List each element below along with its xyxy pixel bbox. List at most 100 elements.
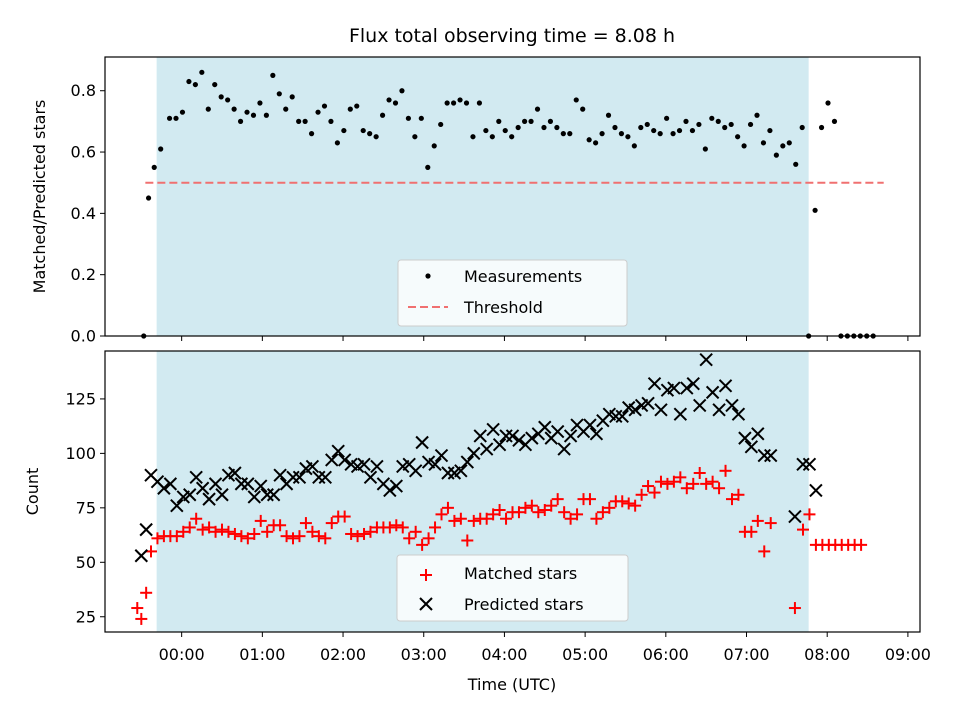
- predicted-star-point-90: [712, 403, 726, 417]
- predicted-star-point-48: [441, 466, 455, 480]
- measurement-point-30: [334, 140, 340, 146]
- predicted-star-point-102: [809, 483, 823, 498]
- predicted-star-point-51: [460, 455, 475, 469]
- matched-star-point-91: [713, 482, 726, 495]
- predicted-star-point-81: [654, 403, 668, 417]
- measurement-point-94: [747, 121, 754, 128]
- measurement-point-13: [225, 97, 231, 103]
- predicted-star-point-35: [357, 457, 371, 471]
- measurement-point-21: [276, 91, 282, 97]
- measurement-point-45: [431, 143, 437, 149]
- predicted-star-point-67: [563, 429, 578, 443]
- predicted-star-point-59: [512, 433, 526, 448]
- x-axis-label: Time (UTC): [467, 675, 556, 694]
- measurement-point-33: [354, 103, 360, 109]
- predicted-star-point-13: [215, 488, 229, 502]
- measurement-point-92: [735, 134, 741, 140]
- matched-star-point-110: [855, 538, 868, 551]
- measurement-point-77: [638, 124, 644, 131]
- matched-star-point-62: [525, 499, 538, 512]
- measurement-point-78: [644, 121, 650, 128]
- matched-star-point-48: [435, 508, 448, 521]
- predicted-star-point-36: [363, 470, 378, 485]
- measurement-point-73: [612, 124, 618, 131]
- top-y-tick-label-4: 0.8: [71, 81, 96, 100]
- top-panel: 0.00.20.40.60.8 Matched/Predicted stars …: [30, 56, 921, 346]
- predicted-star-point-1: [139, 522, 153, 537]
- measurement-point-65: [560, 131, 566, 137]
- measurement-point-34: [360, 127, 366, 134]
- matched-star-point-61: [519, 501, 532, 514]
- measurement-point-102: [799, 124, 805, 131]
- matched-star-point-2: [140, 586, 153, 599]
- matched-star-point-35: [351, 530, 364, 543]
- matched-star-point-87: [687, 477, 700, 490]
- predicted-star-point-5: [163, 477, 178, 491]
- measurement-point-7: [186, 78, 192, 85]
- matched-star-point-101: [796, 523, 809, 536]
- matched-star-point-96: [745, 525, 758, 538]
- measurement-point-105: [818, 124, 825, 131]
- matched-star-point-76: [616, 495, 629, 508]
- matched-star-point-64: [538, 504, 551, 517]
- measurement-point-85: [689, 127, 696, 134]
- bottom-panel: 25 50 75 100 125 00:00 01:00 02:00 03:00 04:00 05…: [23, 350, 931, 694]
- matched-star-point-21: [261, 525, 274, 538]
- measurement-point-31: [341, 127, 347, 134]
- measurement-point-12: [218, 94, 224, 100]
- measurement-point-98: [773, 152, 779, 158]
- predicted-star-point-12: [208, 477, 223, 491]
- measurement-point-3: [158, 146, 164, 152]
- matched-star-point-89: [700, 477, 713, 490]
- matched-star-point-100: [788, 602, 801, 615]
- matched-star-point-56: [487, 508, 500, 521]
- measurement-point-15: [237, 118, 244, 124]
- matched-star-point-69: [571, 508, 584, 521]
- predicted-star-point-97: [757, 448, 771, 463]
- measurement-point-4: [166, 115, 173, 121]
- x-tick-label-0: 00:00: [159, 645, 205, 664]
- matched-star-point-66: [551, 493, 564, 506]
- measurement-point-29: [328, 118, 334, 124]
- measurement-point-63: [547, 118, 554, 124]
- x-tick-label-9: 09:00: [885, 645, 931, 664]
- legend-measurements-marker: [425, 273, 431, 279]
- measurement-point-54: [489, 134, 495, 140]
- matched-star-point-67: [558, 506, 571, 519]
- predicted-star-point-99: [788, 509, 802, 524]
- measurement-point-76: [631, 143, 637, 149]
- matched-star-point-17: [235, 530, 248, 543]
- predicted-star-point-71: [589, 427, 604, 441]
- measurement-point-32: [347, 106, 353, 112]
- measurement-point-101: [793, 161, 799, 167]
- predicted-star-point-0: [134, 549, 149, 563]
- chart-title: Flux total observing time = 8.08 h: [349, 25, 675, 47]
- measurement-point-99: [780, 143, 786, 149]
- matched-star-point-98: [758, 545, 771, 558]
- measurement-point-38: [386, 97, 392, 103]
- matched-star-point-41: [390, 519, 403, 532]
- measurement-point-24: [296, 118, 302, 124]
- measurement-point-83: [676, 127, 683, 134]
- predicted-star-point-79: [641, 396, 655, 410]
- bottom-y-tick-label-0: 25: [76, 607, 96, 626]
- predicted-star-point-11: [202, 492, 216, 506]
- measurement-point-16: [244, 109, 250, 115]
- predicted-star-point-15: [228, 466, 242, 480]
- measurement-point-88: [709, 115, 715, 121]
- matched-star-point-52: [461, 534, 474, 547]
- predicted-star-point-88: [699, 353, 713, 367]
- measurement-point-28: [321, 103, 328, 109]
- predicted-star-point-93: [731, 407, 746, 421]
- predicted-star-point-19: [254, 479, 268, 493]
- measurement-point-84: [683, 118, 689, 124]
- measurement-point-18: [257, 100, 263, 106]
- matched-star-point-49: [441, 501, 454, 514]
- matched-star-point-60: [512, 506, 525, 519]
- measurement-point-71: [599, 131, 605, 137]
- measurement-point-14: [231, 106, 237, 112]
- predicted-star-point-17: [241, 477, 255, 491]
- measurement-point-90: [722, 124, 728, 131]
- measurement-point-2: [151, 164, 157, 170]
- measurement-point-68: [580, 106, 586, 112]
